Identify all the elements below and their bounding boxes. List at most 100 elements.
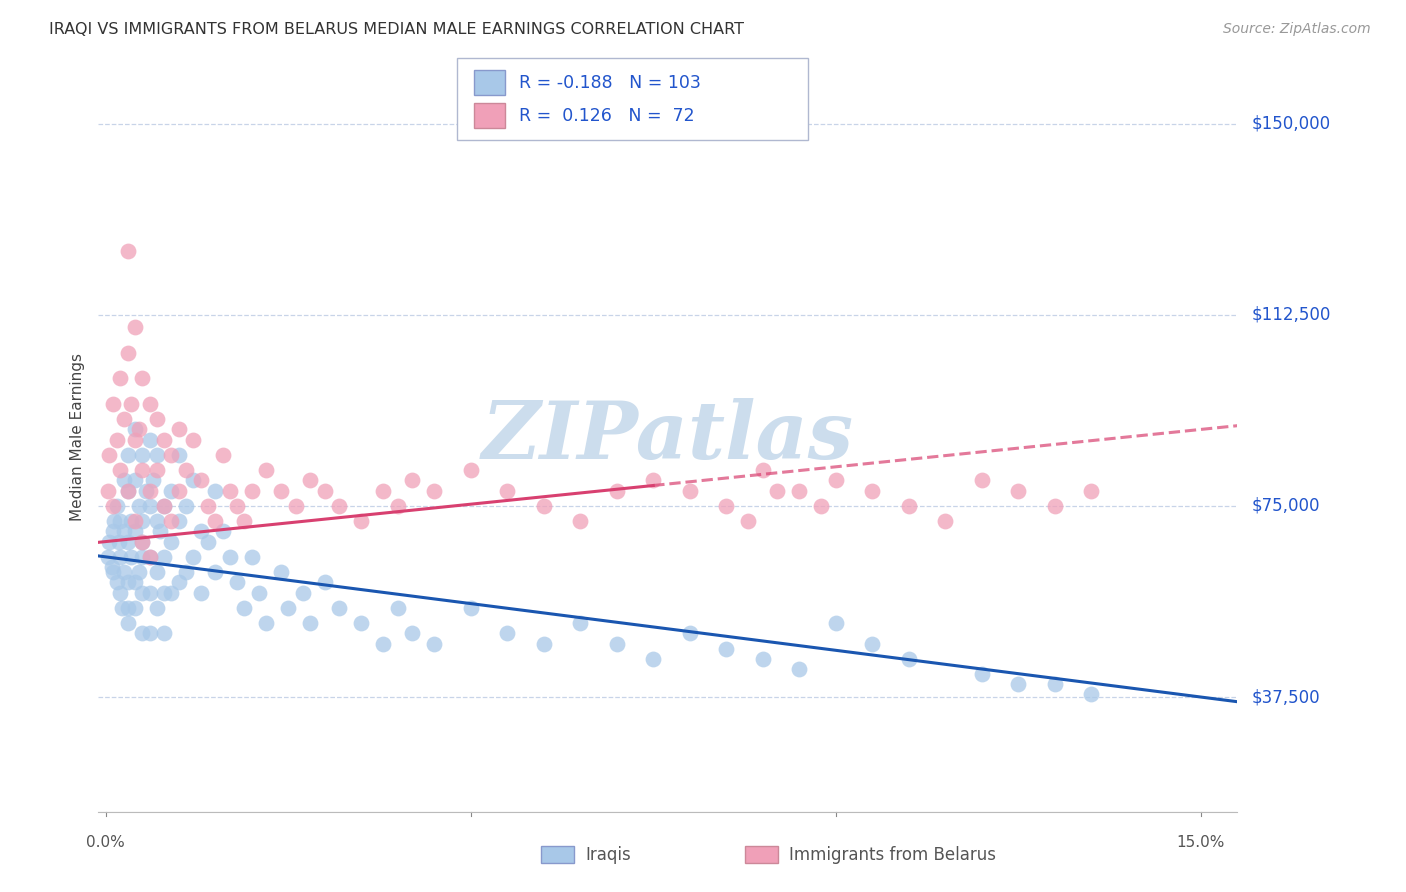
- Point: [153, 626, 176, 640]
- Point: [254, 616, 277, 631]
- Point: [112, 524, 135, 539]
- Point: [128, 422, 150, 436]
- Point: [401, 626, 423, 640]
- Point: [149, 524, 172, 539]
- Point: [146, 600, 169, 615]
- Point: [1080, 688, 1102, 702]
- Point: [117, 448, 139, 462]
- Point: [606, 636, 628, 650]
- Point: [124, 433, 146, 447]
- Point: [371, 483, 394, 498]
- Point: [1007, 483, 1029, 498]
- Y-axis label: Median Male Earnings: Median Male Earnings: [69, 353, 84, 521]
- Point: [112, 565, 135, 579]
- Point: [716, 641, 738, 656]
- Point: [211, 524, 233, 539]
- Point: [101, 565, 124, 579]
- Point: [167, 448, 190, 462]
- Point: [108, 534, 131, 549]
- Point: [270, 483, 292, 498]
- Point: [183, 549, 205, 564]
- Point: [190, 474, 212, 488]
- Point: [496, 626, 519, 640]
- Point: [120, 397, 142, 411]
- Point: [138, 585, 160, 599]
- Point: [138, 626, 160, 640]
- Point: [117, 346, 139, 360]
- Point: [934, 514, 956, 528]
- Point: [128, 565, 150, 579]
- Point: [350, 616, 373, 631]
- Point: [270, 565, 292, 579]
- Text: R =  0.126   N =  72: R = 0.126 N = 72: [519, 107, 695, 125]
- Point: [569, 616, 592, 631]
- Point: [970, 667, 993, 681]
- Text: Iraqis: Iraqis: [585, 846, 631, 863]
- Point: [117, 483, 139, 498]
- Point: [128, 499, 150, 513]
- Point: [371, 636, 394, 650]
- Point: [314, 483, 336, 498]
- Point: [117, 483, 139, 498]
- Text: $150,000: $150,000: [1251, 114, 1330, 133]
- Point: [117, 575, 139, 590]
- Point: [233, 600, 256, 615]
- Point: [131, 585, 153, 599]
- Point: [153, 499, 176, 513]
- Point: [101, 524, 124, 539]
- Point: [146, 448, 169, 462]
- Text: 15.0%: 15.0%: [1177, 835, 1225, 850]
- Point: [810, 499, 832, 513]
- Point: [160, 483, 183, 498]
- Point: [124, 474, 146, 488]
- Point: [233, 514, 256, 528]
- Point: [183, 474, 205, 488]
- Text: $112,500: $112,500: [1251, 306, 1330, 324]
- Point: [138, 549, 160, 564]
- Point: [350, 514, 373, 528]
- Point: [766, 483, 789, 498]
- Point: [105, 433, 128, 447]
- Text: $75,000: $75,000: [1251, 497, 1320, 515]
- Point: [138, 397, 160, 411]
- Point: [146, 412, 169, 426]
- Point: [97, 483, 120, 498]
- Point: [160, 585, 183, 599]
- Point: [299, 616, 322, 631]
- Text: $37,500: $37,500: [1251, 688, 1320, 706]
- Point: [226, 575, 249, 590]
- Point: [167, 575, 190, 590]
- Point: [153, 499, 176, 513]
- Point: [103, 514, 125, 528]
- Point: [824, 616, 846, 631]
- Point: [131, 448, 153, 462]
- Point: [197, 499, 219, 513]
- Point: [124, 524, 146, 539]
- Point: [247, 585, 270, 599]
- Text: ZIPatlas: ZIPatlas: [482, 399, 853, 475]
- Point: [120, 549, 142, 564]
- Point: [643, 474, 665, 488]
- Point: [533, 499, 555, 513]
- Point: [606, 483, 628, 498]
- Point: [737, 514, 759, 528]
- Point: [98, 448, 121, 462]
- Point: [496, 483, 519, 498]
- Point: [101, 397, 124, 411]
- Point: [218, 549, 240, 564]
- Point: [160, 514, 183, 528]
- Point: [110, 549, 132, 564]
- Point: [98, 534, 121, 549]
- Point: [112, 412, 135, 426]
- Point: [167, 422, 190, 436]
- Point: [146, 565, 169, 579]
- Point: [160, 534, 183, 549]
- Point: [423, 483, 446, 498]
- Point: [569, 514, 592, 528]
- Point: [240, 549, 263, 564]
- Point: [328, 600, 350, 615]
- Point: [299, 474, 322, 488]
- Point: [401, 474, 423, 488]
- Point: [153, 549, 176, 564]
- Point: [387, 499, 409, 513]
